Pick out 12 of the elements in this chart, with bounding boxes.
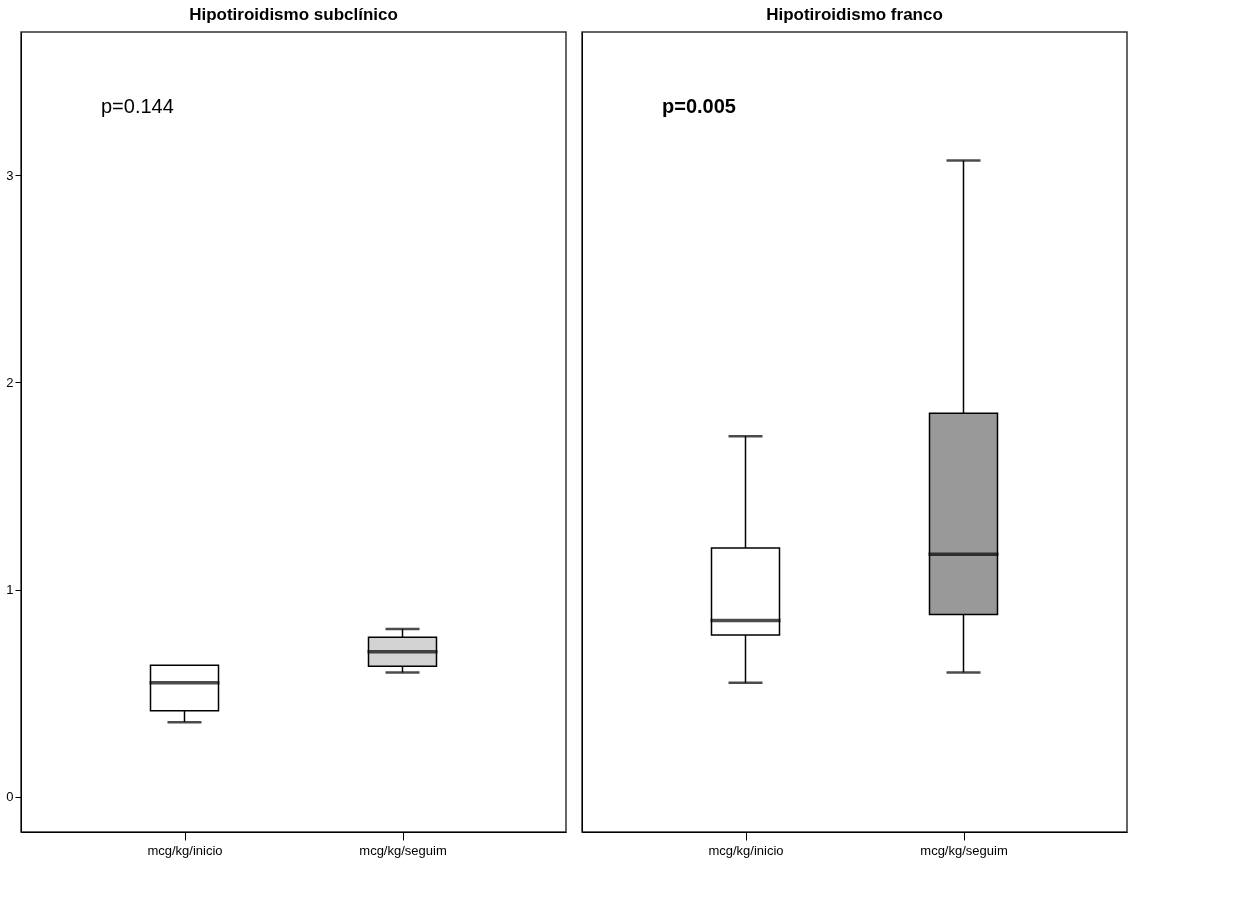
x-tick-label: mcg/kg/seguim: [359, 842, 447, 858]
chart-title: Hipotiroidismo subclínico: [189, 5, 398, 24]
annotation: p=0.144: [101, 95, 174, 117]
y-tick-label: 0: [6, 789, 14, 805]
annotation: p=0.005: [662, 95, 736, 117]
y-tick-label: 3: [6, 167, 14, 183]
y-tick-label: 2: [6, 374, 14, 390]
y-tick-label: 1: [6, 582, 14, 598]
chart-title: Hipotiroidismo franco: [766, 5, 943, 24]
x-tick-label: mcg/kg/inicio: [708, 842, 784, 858]
x-tick-label: mcg/kg/seguim: [920, 842, 1008, 858]
x-tick-label: mcg/kg/inicio: [147, 842, 223, 858]
